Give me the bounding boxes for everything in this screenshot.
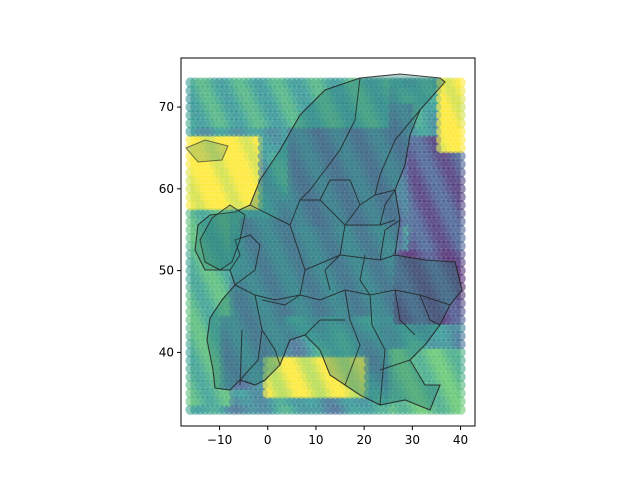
- scatter-point: [455, 281, 466, 293]
- europe-map-overlay: [185, 73, 463, 411]
- scatter-point: [455, 216, 466, 227]
- scatter-point: [455, 134, 466, 145]
- scatter-point: [455, 183, 466, 195]
- y-tick-label: 40: [159, 345, 174, 359]
- x-tick-label: −10: [207, 433, 232, 447]
- scatter-point: [455, 200, 466, 211]
- scatter-point: [455, 208, 466, 219]
- scatter-point: [455, 101, 466, 113]
- scatter-point: [455, 396, 466, 407]
- plot-area: [185, 73, 466, 415]
- x-tick-label: 30: [405, 433, 420, 447]
- scatter-point: [455, 118, 466, 129]
- y-tick-label: 50: [159, 264, 174, 278]
- scatter-point: [455, 355, 466, 366]
- scatter-point: [455, 306, 466, 317]
- scatter-point: [455, 240, 466, 252]
- scatter-point: [455, 175, 466, 186]
- x-tick-label: 40: [453, 433, 468, 447]
- scatter-point: [455, 249, 466, 260]
- scatter-point: [455, 257, 466, 268]
- x-tick-label: 0: [264, 433, 272, 447]
- scatter-point: [455, 404, 466, 415]
- x-tick-label: 20: [357, 433, 372, 447]
- british-isles: [199, 204, 246, 271]
- scatter-point: [455, 322, 466, 334]
- scatter-point: [455, 371, 466, 383]
- scatter-point: [455, 142, 466, 154]
- scatter-point: [455, 77, 466, 88]
- scatter-point: [455, 126, 466, 137]
- scatter-point: [455, 232, 466, 244]
- scatter-point: [455, 85, 466, 96]
- iceland: [185, 139, 229, 163]
- scatter-point: [455, 150, 466, 162]
- axes-frame: [180, 57, 476, 427]
- scatter-point: [455, 191, 466, 203]
- scatter-point: [455, 273, 466, 284]
- scatter-point: [455, 330, 466, 342]
- y-tick-label: 70: [159, 100, 174, 114]
- scatter-point: [455, 110, 466, 121]
- x-axis: −10 0 10 20 30 40: [207, 426, 468, 447]
- scatter-point: [455, 298, 466, 309]
- scatter-point: [455, 339, 466, 350]
- y-axis: 40 50 60 70: [159, 100, 181, 359]
- x-tick-label: 10: [308, 433, 323, 447]
- scatter-point: [455, 388, 466, 399]
- scatter-point: [455, 363, 466, 374]
- scatter-point: [455, 93, 466, 105]
- scatter-point: [455, 314, 466, 325]
- scatter-point: [455, 224, 466, 235]
- scatter-point: [455, 379, 466, 391]
- country-borders: [229, 77, 451, 406]
- scatter-point: [455, 167, 466, 178]
- scatter-point: [455, 159, 466, 170]
- scatter-point: [455, 347, 466, 358]
- scatter-point: [455, 289, 466, 301]
- y-tick-label: 60: [159, 182, 174, 196]
